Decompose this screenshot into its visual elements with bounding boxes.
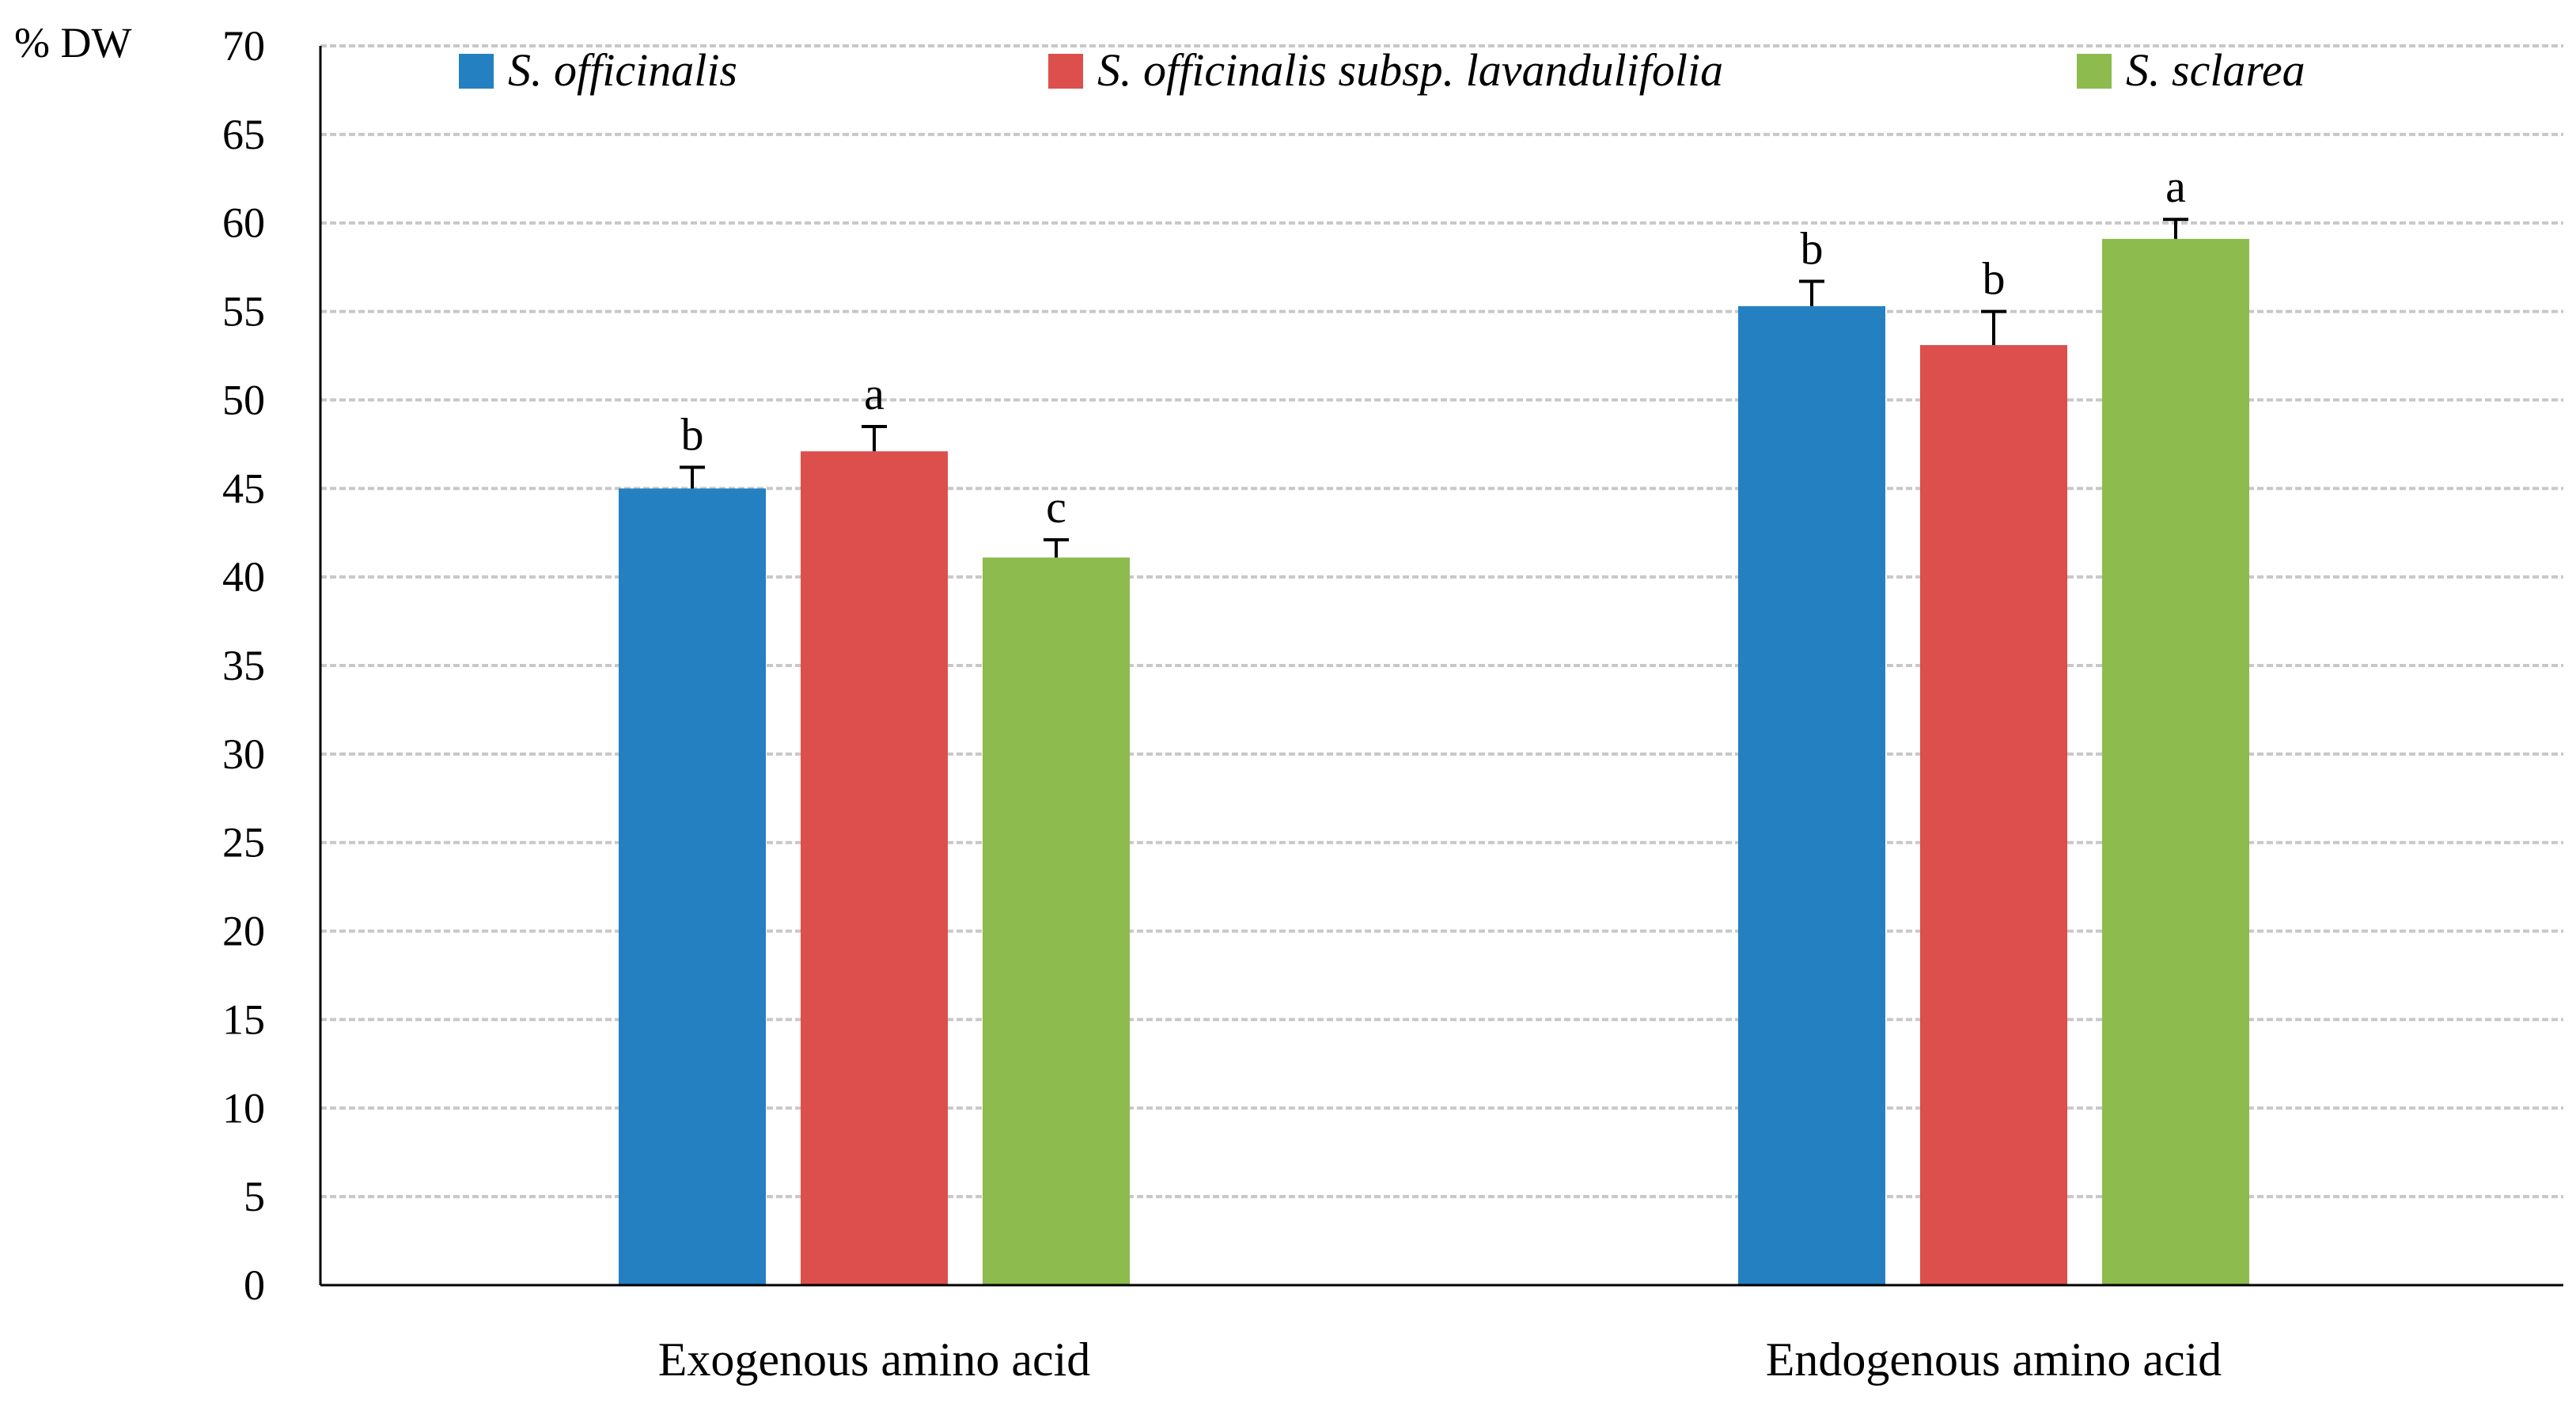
y-axis-title: % DW [14,19,131,66]
bar [1738,305,1885,1285]
bar [801,451,948,1286]
axes [319,46,2563,1287]
y-tick-label: 35 [222,642,265,689]
significance-letter: b [1801,223,1824,275]
bar [619,488,766,1285]
legend-label: S. sclarea [2126,44,2305,96]
legend-label: S. officinalis [508,44,737,96]
x-tick-label: Endogenous amino acid [1766,1333,2222,1386]
y-tick-label: 40 [222,553,265,601]
x-tick-label: Exogenous amino acid [658,1333,1091,1386]
y-tick-label: 55 [222,288,265,336]
y-tick-label: 30 [222,730,265,778]
y-tick-label: 20 [222,908,265,955]
bar [983,557,1130,1285]
y-tick-label: 25 [222,819,265,867]
bar [1920,345,2067,1285]
legend-label: S. officinalis subsp. lavandulifolia [1097,44,1723,96]
legend-swatch [2077,54,2112,89]
y-tick-label: 15 [222,996,265,1043]
significance-letter: b [1983,253,2006,305]
significance-letter: c [1046,481,1066,533]
legend-swatch [459,54,494,89]
y-tick-label: 60 [222,199,265,247]
error-bars [680,218,2188,558]
bar [2102,238,2249,1285]
y-tick-label: 0 [244,1261,265,1309]
y-tick-label: 45 [222,465,265,512]
significance-letter: b [681,408,704,460]
y-tick-label: 65 [222,111,265,158]
y-tick-label: 70 [222,22,265,70]
bars [619,238,2249,1286]
labels: 0 5 10 15 20 25 30 35 40 45 50 55 60 65 70 % DW b a c Exoge… [14,19,2222,1386]
legend-swatch [1048,54,1083,89]
legend: S. officinalis S. officinalis subsp. lava… [459,44,2305,96]
significance-letter: a [864,368,885,419]
y-tick-label: 10 [222,1084,265,1132]
y-tick-label: 5 [244,1173,265,1220]
y-tick-label: 50 [222,376,265,423]
significance-letter: a [2165,161,2186,212]
